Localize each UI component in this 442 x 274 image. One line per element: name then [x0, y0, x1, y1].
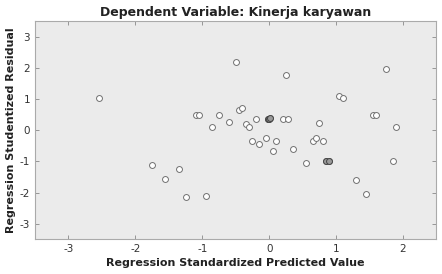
Point — [323, 159, 330, 164]
Point — [242, 122, 249, 126]
Point — [264, 117, 271, 122]
Point — [309, 139, 316, 143]
Point — [302, 161, 309, 165]
Point — [202, 193, 209, 198]
Point — [175, 167, 183, 172]
Point — [362, 192, 370, 196]
Point — [264, 117, 271, 122]
Point — [282, 73, 290, 77]
Point — [236, 108, 243, 112]
Point — [249, 139, 256, 143]
Point — [239, 106, 246, 111]
Point — [252, 117, 259, 122]
Point — [266, 117, 273, 122]
Point — [336, 94, 343, 98]
Point — [266, 117, 273, 122]
Point — [319, 139, 326, 143]
X-axis label: Regression Standardized Predicted Value: Regression Standardized Predicted Value — [107, 258, 365, 269]
Y-axis label: Regression Studentized Residual: Regression Studentized Residual — [6, 27, 15, 233]
Point — [149, 162, 156, 167]
Point — [373, 113, 380, 117]
Point — [284, 117, 291, 122]
Point — [95, 96, 102, 100]
Point — [195, 113, 202, 117]
Point — [192, 113, 199, 117]
Point — [393, 125, 400, 129]
Point — [339, 96, 346, 101]
Point — [262, 136, 269, 140]
Point — [232, 60, 239, 64]
Point — [289, 147, 296, 151]
Point — [215, 113, 222, 118]
Point — [225, 120, 232, 125]
Point — [383, 67, 390, 71]
Point — [312, 136, 320, 140]
Point — [246, 124, 253, 129]
Point — [326, 159, 333, 164]
Point — [326, 159, 333, 164]
Point — [316, 121, 323, 125]
Point — [353, 178, 360, 182]
Point — [267, 116, 274, 121]
Point — [269, 148, 276, 153]
Point — [182, 195, 189, 199]
Point — [389, 159, 396, 164]
Point — [279, 117, 286, 122]
Point — [267, 116, 274, 121]
Point — [255, 142, 263, 147]
Point — [162, 176, 169, 181]
Title: Dependent Variable: Kinerja karyawan: Dependent Variable: Kinerja karyawan — [100, 5, 371, 19]
Point — [370, 113, 377, 117]
Point — [323, 159, 330, 164]
Point — [209, 125, 216, 129]
Point — [272, 139, 279, 143]
